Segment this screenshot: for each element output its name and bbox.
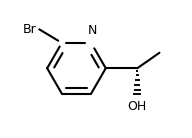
Text: OH: OH bbox=[128, 99, 147, 112]
Text: N: N bbox=[88, 24, 97, 37]
Text: Br: Br bbox=[23, 23, 36, 36]
